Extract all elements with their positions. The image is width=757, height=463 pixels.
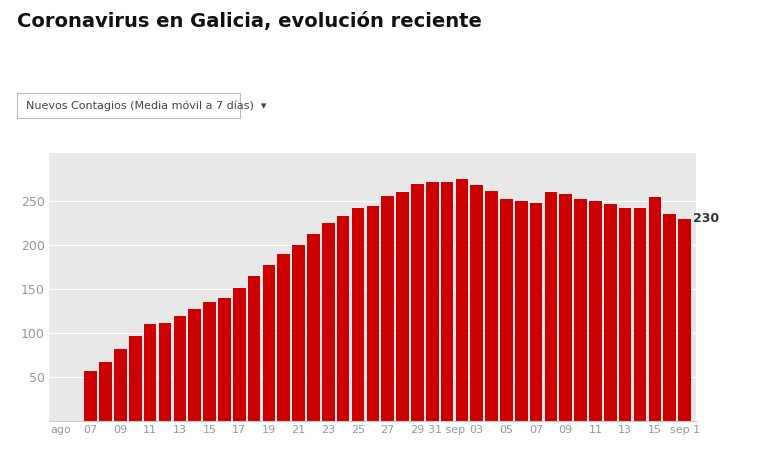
Bar (515, 201, 528, 421)
Bar (278, 254, 290, 421)
Bar (411, 184, 424, 421)
Bar (233, 288, 245, 421)
Bar (619, 208, 631, 421)
Bar (604, 204, 617, 421)
Text: 230: 230 (693, 213, 720, 225)
Bar (352, 208, 364, 421)
Bar (337, 216, 350, 421)
Bar (366, 206, 379, 421)
Text: Nuevos Contagios (Media móvil a 7 días)  ▾: Nuevos Contagios (Media móvil a 7 días) … (26, 100, 266, 111)
Bar (396, 192, 409, 421)
Bar (173, 316, 186, 421)
Bar (441, 182, 453, 421)
Bar (456, 179, 468, 421)
Bar (85, 371, 97, 421)
Bar (129, 336, 142, 421)
Bar (292, 245, 305, 421)
Bar (99, 363, 112, 421)
Bar (634, 208, 646, 421)
Bar (589, 201, 602, 421)
Bar (470, 185, 483, 421)
Bar (188, 309, 201, 421)
Bar (159, 323, 171, 421)
Bar (530, 203, 543, 421)
Bar (307, 234, 319, 421)
Bar (544, 192, 557, 421)
Bar (500, 200, 512, 421)
Bar (144, 325, 157, 421)
Bar (426, 182, 438, 421)
Bar (203, 302, 216, 421)
Bar (575, 199, 587, 421)
Bar (559, 194, 572, 421)
Bar (649, 197, 661, 421)
Bar (663, 214, 676, 421)
Bar (263, 265, 276, 421)
Bar (382, 196, 394, 421)
Bar (114, 349, 126, 421)
Bar (218, 298, 231, 421)
Bar (322, 223, 335, 421)
Bar (678, 219, 691, 421)
Bar (248, 276, 260, 421)
Bar (485, 191, 498, 421)
Text: Coronavirus en Galicia, evolución reciente: Coronavirus en Galicia, evolución recien… (17, 12, 481, 31)
